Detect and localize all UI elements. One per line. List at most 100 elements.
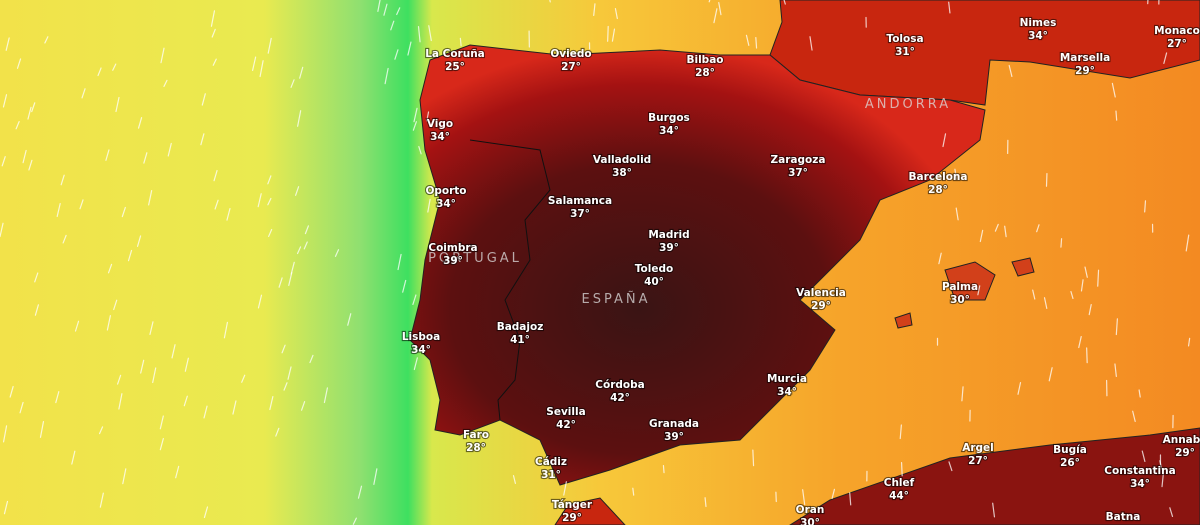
city-name: Vigo	[427, 118, 453, 130]
wind-streak	[232, 400, 237, 415]
wind-streak	[704, 497, 707, 508]
city-temp: 42°	[610, 392, 630, 404]
wind-streak	[323, 387, 329, 404]
city-name: Oran	[796, 504, 825, 516]
wind-streak	[407, 41, 412, 56]
wind-streak	[105, 149, 110, 161]
wind-streak	[2, 94, 8, 108]
wind-streak	[148, 190, 153, 206]
wind-streak	[212, 58, 217, 66]
wind-streak	[384, 67, 389, 85]
wind-streak	[122, 468, 127, 485]
wind-streak	[390, 20, 395, 31]
wind-streak	[427, 198, 431, 213]
wind-streak	[121, 206, 126, 218]
wind-streak	[56, 203, 61, 218]
wind-streak	[1036, 224, 1040, 233]
city-name: Murcia	[767, 373, 807, 385]
wind-streak	[402, 279, 407, 293]
wind-streak	[152, 367, 157, 384]
wind-streak	[283, 382, 288, 391]
wind-streak	[241, 374, 246, 383]
region-label: PORTUGAL	[428, 251, 522, 266]
wind-streak	[1032, 289, 1036, 300]
wind-streak	[175, 465, 180, 479]
wind-streak	[352, 517, 357, 525]
wind-streak	[62, 234, 67, 244]
wind-streak	[396, 7, 401, 16]
wind-streak	[74, 320, 80, 332]
wind-streak	[459, 37, 462, 47]
wind-streak	[288, 271, 293, 286]
wind-streak	[267, 175, 272, 185]
city-name: Coimbra	[428, 242, 477, 254]
border	[469, 139, 551, 421]
city-temp: 29°	[811, 300, 831, 312]
wind-streak	[1060, 238, 1063, 248]
wind-streak	[118, 393, 123, 410]
wind-streak	[257, 294, 263, 309]
wind-streak	[383, 3, 388, 16]
wind-streak	[394, 49, 399, 60]
city-temp: 25°	[445, 61, 465, 73]
wind-streak	[377, 0, 381, 12]
wind-streak	[210, 10, 216, 27]
city-temp: 31°	[895, 46, 915, 58]
wind-streak	[1086, 347, 1088, 364]
city-name: Faro	[463, 429, 489, 441]
wind-streak	[184, 357, 189, 372]
wind-streak	[81, 88, 86, 99]
city-temp: 30°	[800, 517, 820, 525]
wind-streak	[296, 246, 302, 255]
wind-streak	[809, 36, 813, 51]
wind-streak	[60, 174, 65, 186]
wind-streak	[22, 149, 27, 164]
wind-streak	[19, 401, 24, 414]
wind-streak	[0, 222, 4, 238]
wind-streak	[900, 461, 903, 477]
wind-streak	[113, 299, 118, 311]
wind-streak	[267, 37, 272, 54]
region-label: ESPAÑA	[582, 291, 651, 307]
wind-streak	[1078, 335, 1082, 349]
wind-streak	[942, 133, 947, 148]
wind-streak	[97, 67, 102, 77]
wind-streak	[71, 450, 76, 465]
wind-streak	[201, 93, 206, 106]
wind-streak	[948, 1, 951, 14]
wind-streak	[1187, 337, 1191, 347]
city-temp: 29°	[562, 512, 582, 524]
city-temp: 30°	[950, 294, 970, 306]
wind-streak	[3, 500, 9, 515]
city-name: Batna	[1106, 511, 1141, 523]
city-name: Zaragoza	[771, 154, 826, 166]
wind-streak	[632, 487, 635, 496]
wind-streak	[1141, 450, 1146, 462]
city-name: Oporto	[425, 185, 466, 197]
city-name: Valladolid	[593, 154, 651, 166]
city-name: Cádiz	[535, 456, 567, 468]
city-temp: 27°	[1167, 38, 1187, 50]
wind-streak	[1043, 297, 1048, 310]
wind-streak	[426, 111, 430, 122]
wind-streak	[614, 7, 618, 20]
city-temp: 39°	[664, 431, 684, 443]
wind-streak	[159, 415, 164, 430]
city-temp: 37°	[788, 167, 808, 179]
city-name: Chlef	[884, 477, 915, 489]
wind-streak	[34, 272, 39, 283]
wind-streak	[9, 385, 14, 398]
wind-streak	[512, 475, 516, 484]
wind-streak	[1163, 52, 1168, 65]
city-temp: 42°	[556, 419, 576, 431]
wind-streak	[303, 241, 308, 250]
wind-streak	[413, 357, 418, 371]
wind-streak	[1114, 363, 1117, 378]
wind-streak	[309, 354, 314, 364]
wind-streak	[412, 294, 417, 306]
wind-streak	[563, 481, 567, 496]
wind-streak	[1159, 460, 1163, 470]
wind-streak	[28, 159, 33, 171]
wind-streak	[117, 374, 122, 385]
wind-streak	[275, 427, 280, 437]
